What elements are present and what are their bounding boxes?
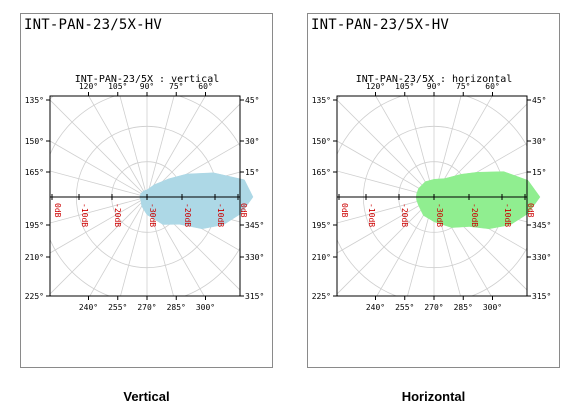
grid-spoke [376,196,435,296]
grid-spoke [50,170,148,198]
vertical-caption: Vertical [123,389,170,404]
db-label: -10dB [216,203,225,227]
left-angle-label: 195° [25,221,44,230]
db-label: -20dB [470,203,479,227]
bottom-angle-label: 255° [108,303,127,312]
grid-spoke [337,196,435,254]
bottom-angle-label: 240° [79,303,98,312]
right-angle-label: 30° [532,137,546,146]
grid-spoke [337,99,435,198]
left-angle-label: 165° [312,168,331,177]
plot-frame [49,95,241,297]
left-angle-label: 195° [312,221,331,230]
grid-spoke [146,96,206,198]
bottom-angle-label: 285° [167,303,186,312]
db-label: 0dB [340,203,349,218]
grid-spoke [89,196,148,296]
right-angle-label: 315° [532,292,551,301]
right-angle-label: 15° [532,168,546,177]
left-angle-label: 150° [312,137,331,146]
right-angle-label: 45° [245,96,259,105]
left-angle-label: 210° [312,253,331,262]
grid-spoke [50,99,148,198]
db-label: -30dB [435,203,444,227]
grid-spoke [146,103,240,198]
grid-spoke [50,196,148,224]
top-angle-label: 75° [169,82,183,91]
right-angle-label: 345° [245,221,264,230]
db-label: -30dB [148,203,157,227]
left-angle-label: 210° [25,253,44,262]
left-angle-label: 150° [25,137,44,146]
db-label: -10dB [503,203,512,227]
bottom-angle-label: 285° [454,303,473,312]
db-label: -20dB [400,203,409,227]
right-angle-label: 45° [532,96,546,105]
db-label: -20dB [183,203,192,227]
horizontal-caption: Horizontal [401,389,466,404]
top-angle-label: 90° [427,82,441,91]
bottom-angle-label: 300° [196,303,215,312]
bottom-angle-label: 270° [137,303,156,312]
left-angle-label: 135° [25,96,44,105]
grid-spoke [407,196,435,296]
top-angle-label: 90° [140,82,154,91]
grid-spoke [433,96,493,198]
grid-spoke [337,170,435,198]
grid-spoke [50,196,148,254]
plot-frame [336,95,528,297]
db-label: -10dB [367,203,376,227]
top-angle-label: 120° [366,82,385,91]
top-angle-label: 60° [485,82,499,91]
top-angle-label: 60° [198,82,212,91]
grid-spoke [375,96,435,198]
grid-spoke [337,140,435,198]
grid-spoke [337,196,435,295]
right-angle-label: 315° [245,292,264,301]
grid-spoke [406,96,435,198]
db-label: -10dB [80,203,89,227]
top-angle-label: 105° [108,82,127,91]
grid-spoke [50,196,148,295]
grid-spoke [88,96,148,198]
db-label: 0dB [53,203,62,218]
db-label: 0dB [239,203,248,218]
left-angle-label: 225° [312,292,331,301]
grid-spoke [119,96,148,198]
grid-spoke [120,196,148,296]
top-angle-label: 105° [395,82,414,91]
left-angle-label: 225° [25,292,44,301]
grid-spoke [433,96,462,198]
bottom-angle-label: 270° [424,303,443,312]
grid-spoke [337,196,435,224]
top-angle-label: 75° [456,82,470,91]
db-label: -20dB [113,203,122,227]
right-angle-label: 345° [532,221,551,230]
chart-title: INT-PAN-23/5X : vertical [75,74,220,85]
db-label: 0dB [526,203,535,218]
left-angle-label: 165° [25,168,44,177]
bottom-angle-label: 240° [366,303,385,312]
left-angle-label: 135° [312,96,331,105]
bottom-angle-label: 300° [483,303,502,312]
chart-title: INT-PAN-23/5X : horizontal [356,74,513,85]
horizontal-pattern-panel: INT-PAN-23/5X-HV INT-PAN-23/5X : horizon… [307,13,560,368]
grid-spoke [50,140,148,198]
top-angle-label: 120° [79,82,98,91]
vertical-pattern-panel: INT-PAN-23/5X-HV INT-PAN-23/5X : vertica… [20,13,273,368]
panel-header: INT-PAN-23/5X-HV [311,17,450,33]
panel-header: INT-PAN-23/5X-HV [24,17,163,33]
right-angle-label: 15° [245,168,259,177]
right-angle-label: 330° [245,253,264,262]
right-angle-label: 330° [532,253,551,262]
grid-spoke [146,196,174,296]
bottom-angle-label: 255° [395,303,414,312]
grid-spoke [146,96,175,198]
right-angle-label: 30° [245,137,259,146]
